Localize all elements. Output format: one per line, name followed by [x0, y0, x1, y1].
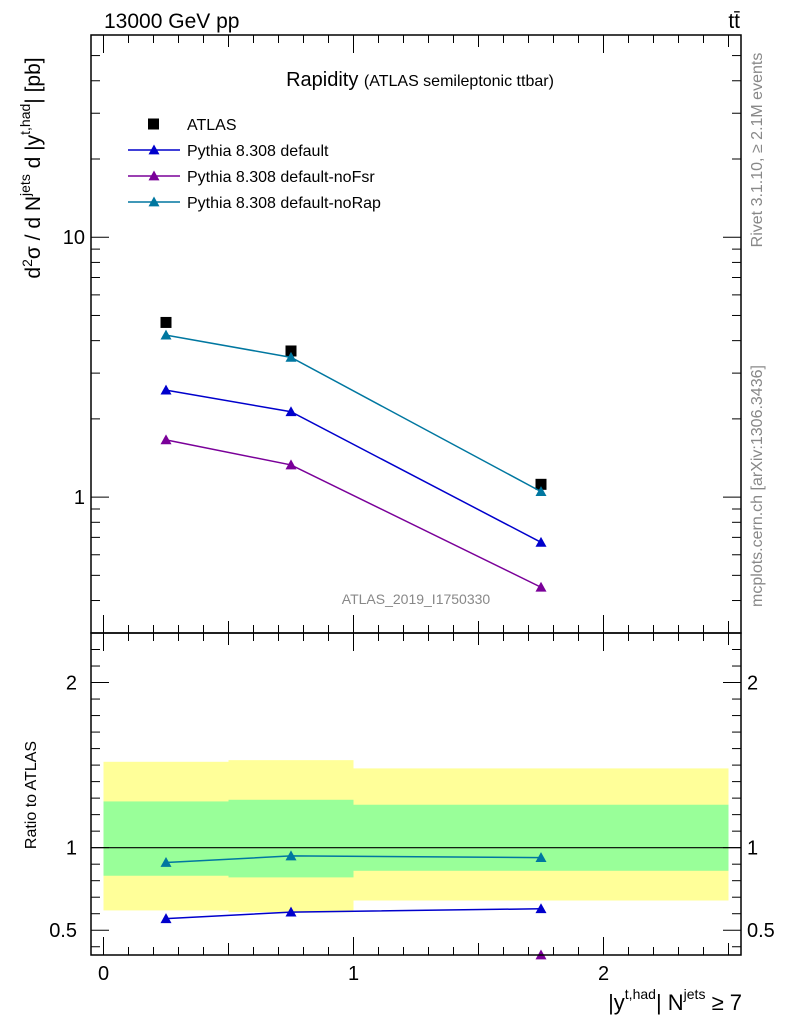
legend-label: Pythia 8.308 default: [187, 143, 329, 160]
ratio-point: [535, 903, 547, 914]
ratio-plot-panel: 0.5 0.5 1 1 2 2 0 1 2 Ratio to ATLAS |yt,had| Nj…: [23, 632, 775, 1015]
ratio-y-tick-label: 1: [66, 838, 77, 860]
main-plot-ticks: 1 10: [63, 34, 741, 634]
data-point: [160, 384, 172, 395]
ratio-point: [160, 913, 172, 924]
main-y-tick-label: 1: [74, 487, 85, 509]
legend-label: Pythia 8.308 default-noFsr: [187, 169, 375, 186]
data-point: [160, 316, 172, 328]
main-y-tick-label: 10: [63, 227, 85, 249]
main-series-line: [165, 389, 542, 543]
ratio-series-2: [160, 850, 547, 867]
ratio-point: [160, 857, 172, 867]
data-point: [285, 459, 297, 470]
legend-item: ATLAS: [148, 117, 237, 134]
data-point: [285, 406, 297, 417]
data-point: [160, 329, 172, 340]
main-series-1: [160, 384, 547, 547]
main-series-3: [160, 329, 547, 497]
legend-item: Pythia 8.308 default-noFsr: [128, 169, 375, 186]
energy-label: 13000 GeV pp: [104, 10, 239, 33]
plot-subtitle: (ATLAS semileptonic ttbar): [364, 73, 554, 90]
ratio-y-tick-label: 2: [66, 673, 77, 695]
data-point: [535, 486, 547, 497]
main-series-0: [160, 316, 547, 490]
plot-title: Rapidity (ATLAS semileptonic ttbar): [286, 69, 554, 91]
data-point: [535, 478, 547, 490]
legend-marker: [148, 118, 159, 130]
data-point: [285, 351, 297, 362]
ratio-y-axis-label: Ratio to ATLAS: [23, 741, 40, 849]
rivet-label: Rivet 3.1.10, ≥ 2.1M events: [749, 53, 766, 248]
legend-marker: [148, 170, 160, 181]
legend-item: Pythia 8.308 default: [128, 143, 329, 160]
main-plot-marks: [160, 316, 547, 592]
ratio-point: [285, 906, 297, 917]
mcplots-label: mcplots.cern.ch [arXiv:1306.3436]: [749, 365, 766, 607]
ratio-y-tick-label: 0.5: [49, 920, 77, 942]
legend: ATLAS Pythia 8.308 default Pythia 8.308 de…: [128, 117, 381, 212]
ratio-series-0: [160, 903, 547, 924]
main-plot-panel: 110 Rapidity (ATLAS semileptonic ttbar) …: [17, 34, 742, 634]
x-axis-label: |yt,had| Njets ≥ 7: [608, 986, 742, 1015]
data-point: [285, 345, 297, 357]
ratio-y-tick-label-right: 1: [747, 838, 758, 860]
legend-label: ATLAS: [187, 117, 237, 134]
main-y-axis-label: d2σ / d Njets d |yt,had| [pb]: [17, 57, 45, 278]
ratio-plot-ticks: 0.5 0.5 1 1 2 2 0 1 2: [49, 632, 775, 985]
ratio-plot-frame: [90, 632, 742, 956]
legend-label: Pythia 8.308 default-noRap: [187, 195, 381, 212]
plot-title-main: Rapidity: [286, 69, 358, 91]
x-tick-label: 2: [598, 963, 609, 985]
ratio-y-tick-label-right: 2: [747, 673, 758, 695]
ratio-uncertainty-bands: [91, 760, 741, 913]
process-label: tt̄: [728, 10, 740, 33]
main-series-line: [165, 334, 542, 493]
legend-marker: [148, 196, 160, 207]
stat-uncertainty-band: [228, 799, 354, 878]
legend-marker: [148, 144, 160, 155]
ratio-y-tick-label-right: 0.5: [747, 920, 775, 942]
analysis-id-label: ATLAS_2019_I1750330: [342, 591, 491, 607]
legend-item: Pythia 8.308 default-noRap: [128, 195, 381, 212]
data-point: [535, 536, 547, 547]
data-point: [160, 434, 172, 445]
x-tick-label: 0: [98, 963, 109, 985]
main-series-2: [160, 434, 547, 592]
ratio-point: [285, 850, 297, 861]
data-point: [535, 581, 547, 592]
x-tick-label: 1: [348, 963, 359, 985]
ratio-point: [535, 852, 547, 862]
